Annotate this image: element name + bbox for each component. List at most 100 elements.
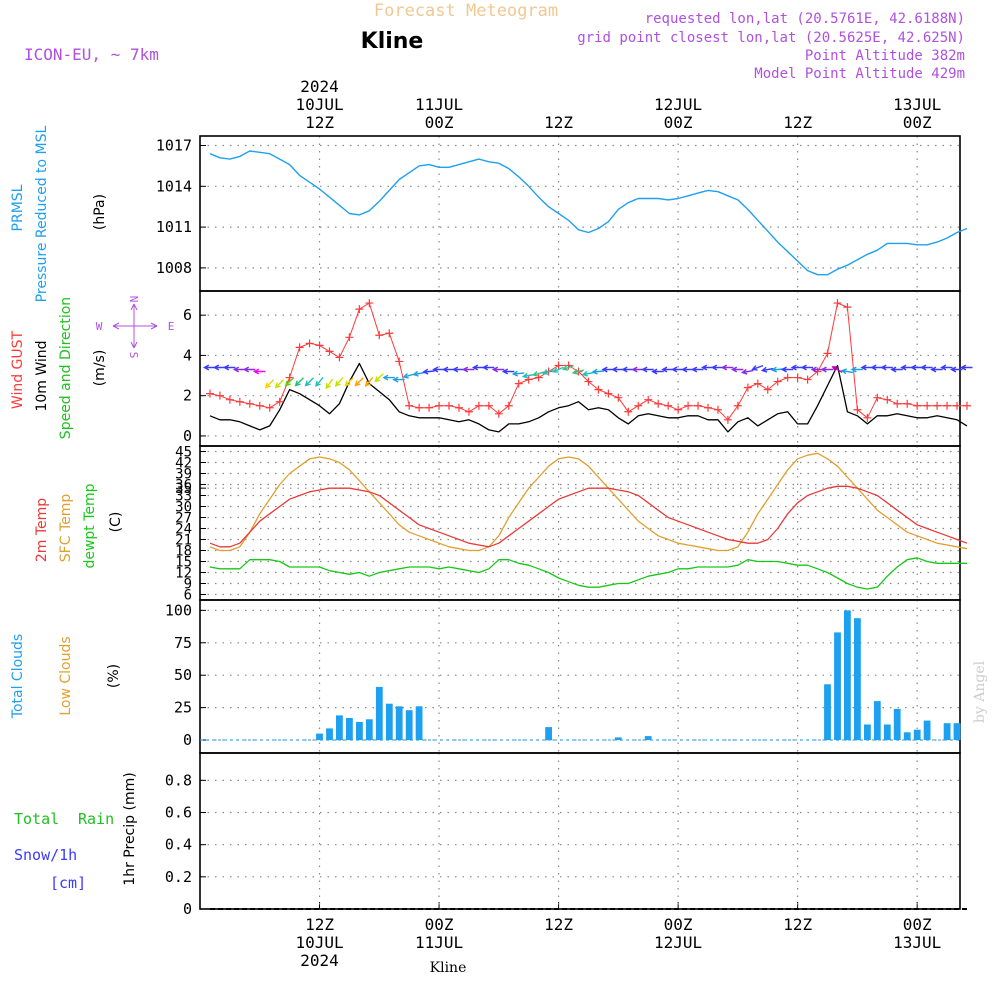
gust-point — [295, 343, 304, 352]
wind-direction-arrow — [542, 368, 555, 375]
wind-direction-arrow — [274, 379, 285, 389]
gust-point — [664, 401, 673, 410]
precip-unit: 1hr Precip (mm) — [122, 772, 138, 885]
gust-point — [494, 409, 503, 418]
cloud-bar — [375, 686, 383, 741]
gust-point — [753, 379, 762, 388]
wind-direction-arrow — [344, 377, 354, 387]
dewpt-line — [209, 557, 967, 590]
cloud-bar — [336, 715, 343, 740]
y-tick-label: 1014 — [156, 177, 192, 195]
wind-direction-arrow — [382, 374, 395, 381]
gust-point — [225, 395, 234, 404]
cloud-bar — [316, 733, 323, 741]
svg-text:E: E — [168, 320, 175, 333]
cloud-bar — [824, 684, 831, 741]
gust-point — [962, 401, 971, 410]
pressure-label: Pressure Reduced to MSL — [34, 125, 50, 302]
y-tick-label: 0.2 — [165, 868, 192, 886]
y-tick-label: 4 — [183, 346, 192, 364]
wind-direction-arrow — [730, 366, 744, 373]
svg-text:S: S — [127, 352, 140, 359]
cloud-bar — [893, 708, 901, 740]
wind-direction-arrow — [880, 364, 893, 371]
gust-point — [863, 413, 872, 422]
y-tick-label: 12 — [175, 566, 192, 582]
top-hour-label: 12Z — [783, 113, 812, 132]
y-tick-label: 0 — [183, 427, 192, 445]
gust-point — [584, 377, 593, 386]
bottom-date-label: 10JUL — [295, 933, 343, 952]
point-altitude: Point Altitude 382m — [805, 48, 965, 64]
gust-point — [275, 397, 284, 406]
gust-point — [823, 349, 832, 358]
wind10m-label: 10m Wind — [34, 340, 50, 411]
top-date-label: 13JUL — [893, 95, 941, 114]
gust-point — [604, 389, 613, 398]
pressure-line — [209, 150, 968, 276]
y-tick-label: 0.8 — [165, 771, 192, 789]
gust-point — [793, 373, 802, 382]
bottom-hour-label: 12Z — [305, 915, 334, 934]
precip-panel: 0 0.2 0.4 0.6 0.8 — [165, 752, 967, 918]
gust-point — [484, 401, 493, 410]
gust-point — [773, 377, 782, 386]
closest-coords: grid point closest lon,lat (20.5625E, 42… — [577, 30, 965, 46]
temp-unit: (C) — [108, 512, 124, 533]
y-tick-label: 35 — [175, 481, 192, 497]
cloud-bar — [395, 706, 403, 740]
gust-point — [315, 341, 324, 350]
wind-direction-arrow — [820, 366, 833, 373]
pressure-panel: 1008 1011 1014 1017 — [156, 135, 968, 292]
bottom-date-label: 13JUL — [893, 933, 941, 952]
wind-direction-arrow — [571, 368, 584, 375]
y-tick-label: 0 — [183, 900, 192, 918]
wind-direction-arrow — [521, 372, 535, 379]
credit: by Angel — [972, 660, 988, 723]
gust-point — [534, 373, 543, 382]
svg-text:N: N — [127, 296, 140, 303]
gust-label: Wind GUST — [10, 330, 26, 409]
wind-direction-arrow — [392, 376, 405, 383]
cloud-bar — [356, 721, 363, 741]
wind-panel: 0 2 4 6 — [183, 290, 973, 447]
direction-label: Speed and Direction — [58, 297, 74, 439]
gust-point — [644, 395, 653, 404]
gust-point — [923, 401, 932, 410]
y-tick-label: 1017 — [156, 137, 192, 155]
cloud-bar — [405, 710, 413, 740]
y-tick-label: 2 — [183, 387, 192, 405]
wind-direction-arrow — [222, 364, 236, 371]
gust-point — [435, 401, 444, 410]
gust-point — [454, 403, 463, 412]
wind-direction-arrow — [501, 368, 515, 375]
y-tick-label: 15 — [175, 555, 192, 571]
gust-line — [209, 302, 967, 421]
gust-point — [833, 299, 842, 308]
dewpt-label: dewpt Temp — [82, 483, 98, 568]
sfc-temp-label: SFC Temp — [58, 494, 74, 563]
wind-direction-arrow — [960, 364, 973, 371]
wind-direction-arrow — [284, 377, 294, 387]
gust-point — [883, 395, 892, 404]
cloud-bar — [385, 703, 393, 740]
gust-point — [514, 379, 523, 388]
low-clouds-label: Low Clouds — [58, 636, 74, 715]
gust-point — [913, 401, 922, 410]
wind-direction-arrow — [581, 370, 595, 377]
cloud-bar — [864, 724, 871, 741]
wind-direction-arrow — [252, 368, 266, 375]
cloud-bar — [903, 732, 911, 741]
wind-direction-arrow — [325, 378, 334, 390]
wind-direction-arrow — [552, 366, 564, 373]
gust-point — [554, 361, 563, 370]
wind-direction-arrow — [840, 368, 854, 375]
cloud-bar — [614, 737, 622, 740]
gust-point — [743, 383, 752, 392]
gust-point — [265, 403, 274, 412]
y-tick-label: 1011 — [156, 218, 192, 236]
wind-unit: (m/s) — [92, 350, 108, 387]
y-tick-label: 33 — [175, 489, 192, 505]
model-altitude: Model Point Altitude 429m — [754, 66, 965, 82]
bottom-hour-label: 12Z — [783, 915, 812, 934]
